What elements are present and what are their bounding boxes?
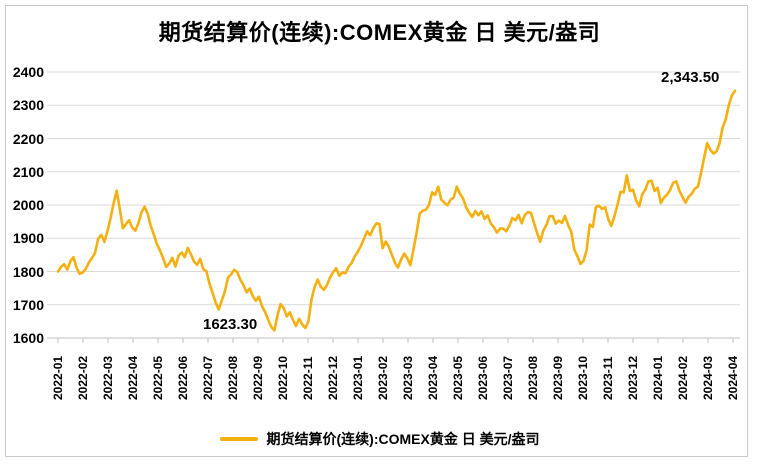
x-axis-label: 2023-02 — [376, 355, 390, 400]
x-axis-label: 2024-01 — [651, 355, 665, 400]
x-axis-label: 2022-07 — [201, 355, 215, 400]
y-axis-label: 1800 — [12, 263, 44, 280]
x-axis-label: 2023-01 — [351, 355, 365, 400]
x-axis-label: 2024-03 — [701, 355, 715, 400]
x-axis-label: 2023-10 — [576, 355, 590, 400]
x-axis-label: 2024-04 — [726, 355, 740, 400]
x-axis-label: 2023-06 — [476, 355, 490, 400]
chart-frame — [5, 5, 748, 457]
x-axis-label: 2023-09 — [551, 355, 565, 400]
y-axis-label: 2100 — [12, 163, 44, 180]
x-axis-label: 2022-11 — [301, 356, 315, 400]
x-axis-label: 2022-10 — [276, 355, 290, 400]
y-axis-label: 1700 — [12, 296, 44, 313]
x-axis-label: 2023-12 — [626, 355, 640, 400]
x-axis-label: 2023-11 — [601, 356, 615, 400]
annotation-last-value: 2,343.50 — [661, 69, 720, 86]
y-axis-label: 1900 — [12, 230, 44, 247]
x-axis-label: 2022-06 — [176, 355, 190, 400]
y-axis-label: 2000 — [12, 197, 44, 213]
x-axis-label: 2022-05 — [151, 355, 165, 400]
chart-title: 期货结算价(连续):COMEX黄金 日 美元/盎司 — [158, 20, 601, 45]
legend-line-swatch — [219, 437, 258, 441]
x-axis-label: 2022-01 — [51, 355, 65, 400]
x-axis-label: 2023-07 — [501, 355, 515, 400]
x-axis-label: 2023-08 — [526, 355, 540, 400]
y-axis-label: 2200 — [12, 130, 44, 147]
y-axis-label: 2300 — [12, 97, 44, 114]
x-axis-label: 2022-08 — [226, 355, 240, 400]
x-axis-label: 2022-09 — [251, 355, 265, 400]
legend-label: 期货结算价(连续):COMEX黄金 日 美元/盎司 — [266, 431, 540, 447]
price-line — [56, 89, 737, 332]
x-axis-label: 2022-03 — [101, 355, 115, 400]
y-axis-label: 1600 — [12, 330, 44, 346]
annotation-min-value: 1623.30 — [203, 316, 258, 333]
legend: 期货结算价(连续):COMEX黄金 日 美元/盎司 — [0, 429, 759, 449]
y-axis-label: 2400 — [12, 64, 44, 80]
x-axis-label: 2023-04 — [426, 355, 440, 400]
x-axis-label: 2022-12 — [326, 355, 340, 400]
x-axis-label: 2023-03 — [401, 355, 415, 400]
x-axis-label: 2023-05 — [451, 355, 465, 400]
x-axis-label: 2022-02 — [76, 355, 90, 400]
x-axis-label: 2022-04 — [126, 355, 140, 400]
x-axis-label: 2024-02 — [676, 355, 690, 400]
